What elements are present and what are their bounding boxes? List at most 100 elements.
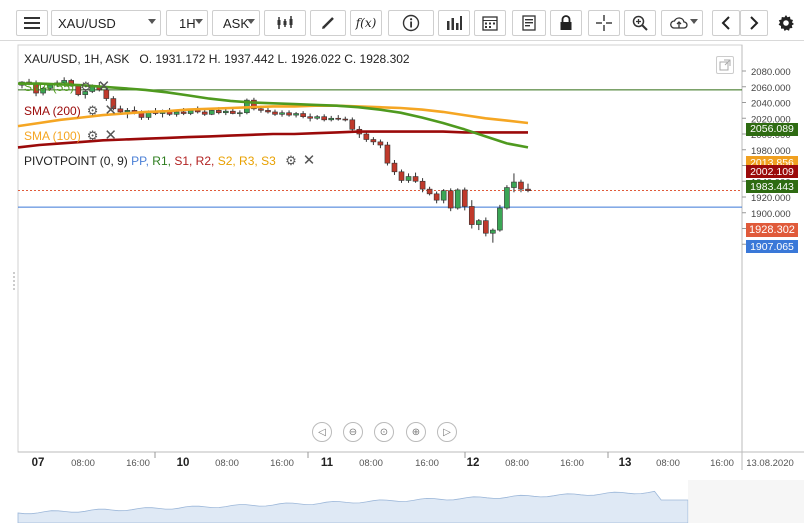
symbol-dropdown[interactable]: XAU/USD xyxy=(51,10,161,36)
pivot-item: S3 xyxy=(261,154,280,168)
gear-icon[interactable]: ⚙ xyxy=(285,153,297,168)
zoom-in-icon: ⊕ xyxy=(411,426,421,438)
crosshair-icon xyxy=(596,15,612,31)
x-tick-label: 13.08.2020 xyxy=(746,458,794,469)
price-label: 2002.109 xyxy=(746,165,798,179)
toolbar: XAU/USD 1H ASK f(x) xyxy=(0,0,804,41)
close-icon[interactable]: ✕ xyxy=(104,102,117,119)
info-button[interactable] xyxy=(388,10,434,36)
price-type-dropdown[interactable]: ASK xyxy=(212,10,260,36)
price-label: 1983.443 xyxy=(746,180,798,194)
popout-button[interactable] xyxy=(716,56,734,74)
pivot-item: R3, xyxy=(239,154,262,168)
candle-body xyxy=(391,162,398,173)
draw-tool-button[interactable] xyxy=(310,10,346,36)
popout-icon xyxy=(719,59,731,71)
price-label: 1907.065 xyxy=(746,240,798,254)
x-tick-label: 11 xyxy=(321,457,334,469)
legend-sma100[interactable]: SMA (100) ⚙ ✕ xyxy=(24,126,117,144)
y-tick-label: 1900.000 xyxy=(751,209,791,220)
candle-body xyxy=(40,88,46,94)
scroll-right-button[interactable]: ▷ xyxy=(437,422,457,442)
price-chart[interactable]: 2080.0002060.0002040.0002020.0002000.000… xyxy=(0,40,804,524)
close-icon[interactable]: ✕ xyxy=(302,152,316,169)
pivot-item: S1, xyxy=(174,154,196,168)
candle-body xyxy=(251,99,257,110)
calendar-icon xyxy=(482,16,498,31)
candle-body xyxy=(504,187,510,209)
legend-sma55[interactable]: SMA (55) ⚙ ✕ xyxy=(24,77,110,95)
report-button[interactable] xyxy=(512,10,546,36)
candle-body xyxy=(117,108,124,113)
candle-body xyxy=(370,139,377,143)
y-tick-label: 2060.000 xyxy=(751,83,791,94)
x-tick-label: 07 xyxy=(32,457,45,469)
menu-button[interactable] xyxy=(16,10,48,36)
chart-area[interactable]: 2080.0002060.0002040.0002020.0002000.000… xyxy=(0,40,804,524)
x-tick-label: 08:00 xyxy=(656,458,680,469)
zoom-out-button[interactable]: ⊖ xyxy=(343,422,363,442)
y-tick-label: 1980.000 xyxy=(751,146,791,157)
function-icon: f(x) xyxy=(355,16,377,30)
candle-body xyxy=(124,110,131,113)
price-label: 2056.089 xyxy=(746,122,798,136)
sma200-line xyxy=(17,130,528,149)
navigator-range xyxy=(688,480,804,523)
x-tick-label: 08:00 xyxy=(215,458,239,469)
chevron-down-icon xyxy=(148,19,156,24)
candle-body xyxy=(497,207,503,231)
zoom-in-button[interactable]: ⊕ xyxy=(406,422,426,442)
indicators-button[interactable] xyxy=(438,10,470,36)
x-tick-label: 16:00 xyxy=(126,458,150,469)
next-button[interactable] xyxy=(740,10,768,36)
legend-sma200[interactable]: SMA (200) ⚙ ✕ xyxy=(24,101,117,119)
reset-zoom-button[interactable]: ⊙ xyxy=(374,422,394,442)
lock-icon xyxy=(560,15,572,30)
candle-body xyxy=(208,110,215,115)
interval-dropdown[interactable]: 1H xyxy=(166,10,208,36)
prev-button[interactable] xyxy=(712,10,740,36)
close-icon[interactable]: ✕ xyxy=(97,78,111,95)
candle-body xyxy=(180,111,187,114)
candle-body xyxy=(293,113,299,116)
price-label: 1928.302 xyxy=(746,223,798,238)
legend-pivotpoint[interactable]: PIVOTPOINT (0, 9) PP, R1, S1, R2, S2, R3… xyxy=(24,151,315,169)
candle-body xyxy=(412,176,419,182)
close-icon[interactable]: ✕ xyxy=(104,127,117,144)
chart-type-button[interactable] xyxy=(264,10,306,36)
symbol-label: XAU/USD xyxy=(58,15,116,31)
cloud-upload-icon xyxy=(670,17,688,29)
candle-body xyxy=(433,193,440,201)
x-tick-label: 10 xyxy=(177,457,190,469)
navigator-area xyxy=(17,490,689,524)
scroll-left-button[interactable]: ◁ xyxy=(312,422,332,442)
function-button[interactable]: f(x) xyxy=(350,10,382,36)
reset-zoom-icon: ⊙ xyxy=(379,426,389,438)
crosshair-button[interactable] xyxy=(588,10,620,36)
zoom-out-icon: ⊖ xyxy=(348,426,358,438)
gear-icon[interactable]: ⚙ xyxy=(86,103,99,118)
cloud-button[interactable] xyxy=(661,10,703,36)
chevron-down-icon xyxy=(247,19,255,24)
settings-button[interactable] xyxy=(772,10,800,36)
sma100-label: SMA (100) xyxy=(24,129,81,143)
candle-body xyxy=(201,111,208,115)
x-tick-label: 12 xyxy=(467,457,480,469)
lock-button[interactable] xyxy=(550,10,582,36)
candle-body xyxy=(405,176,412,181)
candle-body xyxy=(490,229,496,234)
pivot-items: PP, R1, S1, R2, S2, R3, S3 xyxy=(131,154,279,168)
candle-body xyxy=(440,190,447,201)
gear-icon[interactable]: ⚙ xyxy=(80,79,92,94)
candle-body xyxy=(286,112,292,116)
info-icon xyxy=(402,14,420,32)
candle-body xyxy=(300,113,306,117)
interval-label: 1H xyxy=(179,15,196,31)
candle-body xyxy=(103,89,110,99)
calendar-button[interactable] xyxy=(474,10,506,36)
pivot-label: PIVOTPOINT (0, 9) xyxy=(24,154,128,168)
gear-icon[interactable]: ⚙ xyxy=(86,128,99,143)
candle-body xyxy=(476,220,482,225)
x-tick-label: 08:00 xyxy=(359,458,383,469)
zoom-button[interactable] xyxy=(624,10,656,36)
